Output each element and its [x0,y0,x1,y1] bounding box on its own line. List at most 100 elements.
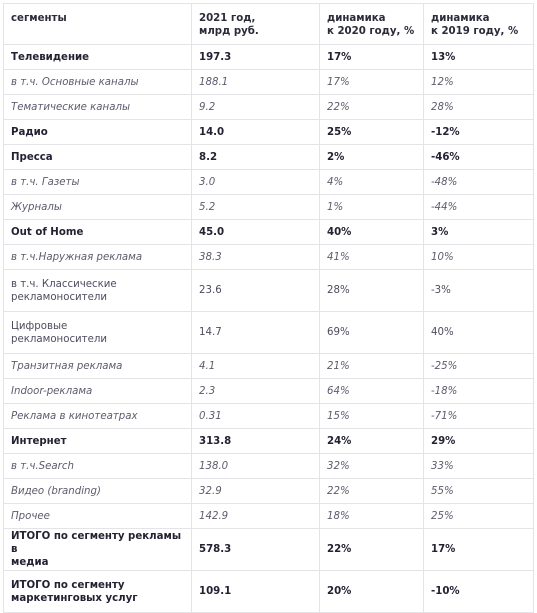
table-row: в т.ч.Наружная реклама 38.3 41% 10% [3,244,534,270]
table-row: Цифровые рекламоносители 14.7 69% 40% [3,311,534,354]
cell-dynamics-2020: 40% [319,219,424,245]
cell-dynamics-2019: -44% [423,194,534,220]
cell-value: 197.3 [191,44,320,70]
cell-segment: Цифровые рекламоносители [3,311,192,354]
cell-segment: Интернет [3,428,192,454]
cell-value: 578.3 [191,528,320,571]
table-row: Журналы 5.2 1% -44% [3,194,534,220]
cell-value: 2.3 [191,378,320,404]
cell-value: 4.1 [191,353,320,379]
cell-value: 142.9 [191,503,320,529]
cell-dynamics-2020: 64% [319,378,424,404]
cell-dynamics-2020: 18% [319,503,424,529]
cell-dynamics-2019: -12% [423,119,534,145]
cell-dynamics-2019: -48% [423,169,534,195]
cell-segment: Тематические каналы [3,94,192,120]
cell-segment: ИТОГО по сегменту рекламы в медиа [3,528,192,571]
cell-value: 14.0 [191,119,320,145]
cell-dynamics-2019: 25% [423,503,534,529]
table-row: Интернет 313.8 24% 29% [3,428,534,454]
table-row: Прочее 142.9 18% 25% [3,503,534,529]
table-row: Телевидение 197.3 17% 13% [3,44,534,70]
cell-segment: Out of Home [3,219,192,245]
cell-dynamics-2020: 1% [319,194,424,220]
table-row: ИТОГО по сегменту маркетинговых услуг 109… [3,570,534,613]
table-row: Indoor-реклама 2.3 64% -18% [3,378,534,404]
cell-dynamics-2020: 32% [319,453,424,479]
cell-value: 8.2 [191,144,320,170]
cell-dynamics-2020: 17% [319,69,424,95]
cell-dynamics-2020: 28% [319,269,424,312]
cell-dynamics-2020: 69% [319,311,424,354]
cell-segment: Телевидение [3,44,192,70]
table-row: Транзитная реклама 4.1 21% -25% [3,353,534,379]
document-page: сегменты 2021 год, млрд руб. динамика к 20… [3,3,534,613]
table-row: Видео (branding) 32.9 22% 55% [3,478,534,504]
cell-dynamics-2019: -18% [423,378,534,404]
cell-segment: Indoor-реклама [3,378,192,404]
cell-segment: Видео (branding) [3,478,192,504]
cell-dynamics-2020: 41% [319,244,424,270]
cell-dynamics-2019: 12% [423,69,534,95]
cell-dynamics-2020: 20% [319,570,424,613]
cell-dynamics-2020: 24% [319,428,424,454]
cell-dynamics-2019: 10% [423,244,534,270]
cell-value: 109.1 [191,570,320,613]
table-row: Радио 14.0 25% -12% [3,119,534,145]
cell-dynamics-2020: 25% [319,119,424,145]
header-dynamics-2020: динамика к 2020 году, % [319,3,424,45]
cell-value: 38.3 [191,244,320,270]
cell-value: 14.7 [191,311,320,354]
cell-segment: Прочее [3,503,192,529]
table-row: Out of Home 45.0 40% 3% [3,219,534,245]
table-row: ИТОГО по сегменту рекламы в медиа 578.3 2… [3,528,534,571]
cell-value: 138.0 [191,453,320,479]
cell-segment: ИТОГО по сегменту маркетинговых услуг [3,570,192,613]
cell-dynamics-2020: 21% [319,353,424,379]
cell-dynamics-2020: 2% [319,144,424,170]
cell-value: 32.9 [191,478,320,504]
cell-value: 45.0 [191,219,320,245]
cell-dynamics-2019: 28% [423,94,534,120]
cell-value: 9.2 [191,94,320,120]
cell-segment: в т.ч. Классические рекламоносители [3,269,192,312]
cell-segment: в т.ч.Наружная реклама [3,244,192,270]
table-row: в т.ч. Газеты 3.0 4% -48% [3,169,534,195]
cell-segment: Реклама в кинотеатрах [3,403,192,429]
table-row: Тематические каналы 9.2 22% 28% [3,94,534,120]
cell-value: 23.6 [191,269,320,312]
header-segments: сегменты [3,3,192,45]
cell-value: 0.31 [191,403,320,429]
cell-dynamics-2019: -46% [423,144,534,170]
table-row: Пресса 8.2 2% -46% [3,144,534,170]
cell-dynamics-2019: 55% [423,478,534,504]
cell-dynamics-2019: -3% [423,269,534,312]
cell-segment: Транзитная реклама [3,353,192,379]
cell-dynamics-2020: 22% [319,528,424,571]
cell-segment: Радио [3,119,192,145]
table-header-row: сегменты 2021 год, млрд руб. динамика к 20… [3,3,534,45]
cell-dynamics-2019: 33% [423,453,534,479]
cell-dynamics-2019: -71% [423,403,534,429]
table-row: в т.ч. Классические рекламоносители 23.6 … [3,269,534,312]
cell-dynamics-2020: 15% [319,403,424,429]
cell-dynamics-2020: 22% [319,94,424,120]
cell-segment: Журналы [3,194,192,220]
cell-segment: Пресса [3,144,192,170]
table-row: в т.ч. Основные каналы 188.1 17% 12% [3,69,534,95]
cell-segment: в т.ч.Search [3,453,192,479]
cell-value: 313.8 [191,428,320,454]
cell-value: 3.0 [191,169,320,195]
header-dynamics-2019: динамика к 2019 году, % [423,3,534,45]
header-value-2021: 2021 год, млрд руб. [191,3,320,45]
cell-dynamics-2019: 40% [423,311,534,354]
cell-dynamics-2019: 13% [423,44,534,70]
cell-dynamics-2020: 22% [319,478,424,504]
cell-dynamics-2019: 17% [423,528,534,571]
segments-table: сегменты 2021 год, млрд руб. динамика к 20… [3,3,534,613]
table-row: в т.ч.Search 138.0 32% 33% [3,453,534,479]
cell-dynamics-2019: -10% [423,570,534,613]
cell-segment: в т.ч. Основные каналы [3,69,192,95]
cell-value: 188.1 [191,69,320,95]
table-row: Реклама в кинотеатрах 0.31 15% -71% [3,403,534,429]
